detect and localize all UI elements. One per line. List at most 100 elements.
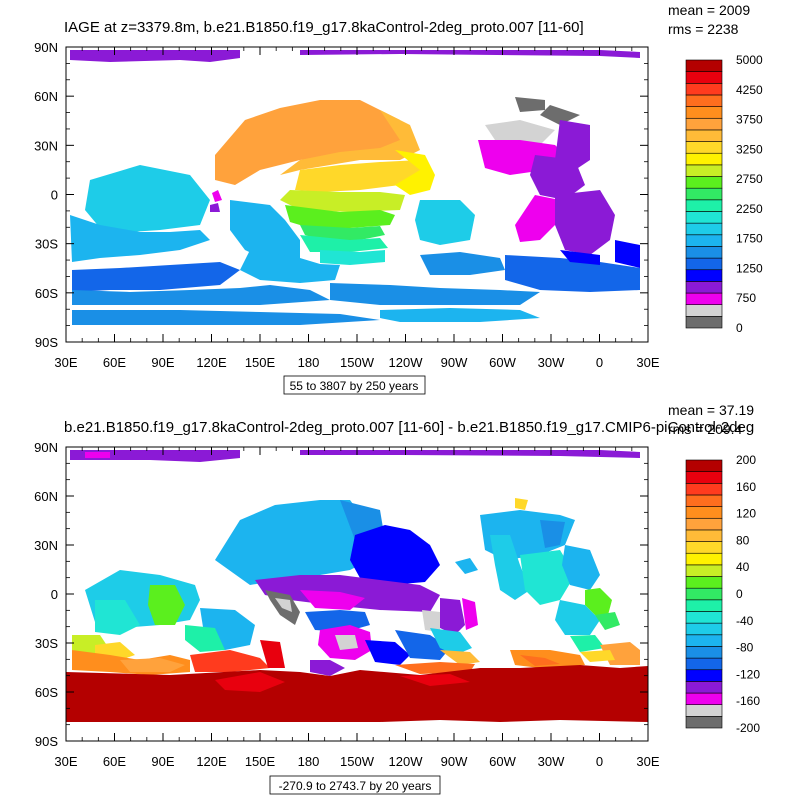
colorbar-label: 5000	[736, 53, 763, 67]
colorbar-label: -200	[736, 721, 760, 735]
x-tick-label: 180	[298, 754, 320, 769]
colorbar-cell	[685, 59, 723, 72]
x-tick-label: 180	[298, 355, 320, 370]
colorbar-cell	[685, 541, 723, 554]
x-tick-label: 150E	[245, 355, 276, 370]
panel-1-range-label: 55 to 3807 by 250 years	[290, 379, 419, 393]
colorbar-label: 2750	[736, 172, 763, 186]
colorbar-cell	[685, 246, 723, 259]
colorbar-label: 0	[736, 587, 743, 601]
colorbar-cell	[685, 634, 723, 647]
colorbar-cell	[685, 234, 723, 247]
panel-1-axis-ticks: 30E 60E 90E 120E 150E 180 150W 120W 90W 60W 30W 0 30…	[34, 40, 660, 370]
colorbar-label: 0	[736, 321, 743, 335]
x-tick-label: 150E	[245, 754, 276, 769]
colorbar-cell	[685, 187, 723, 201]
y-tick-label: 0	[51, 587, 58, 602]
colorbar-label: 1250	[736, 261, 763, 275]
colorbar-cell	[685, 657, 723, 671]
colorbar-cell	[685, 529, 723, 542]
colorbar-cell	[685, 106, 723, 119]
colorbar-cell	[685, 622, 723, 636]
panel-2-range-box: -270.9 to 2743.7 by 20 years	[269, 775, 441, 795]
colorbar-cell	[685, 304, 723, 317]
colorbar-cell	[685, 611, 723, 624]
panel-1-rms: rms = 2238	[668, 21, 739, 37]
colorbar-cell	[685, 716, 723, 729]
colorbar-label: -40	[736, 614, 754, 628]
panel-2-title: b.e21.B1850.f19_g17.8kaControl-2deg_prot…	[64, 419, 754, 436]
y-tick-label: 90S	[35, 335, 58, 350]
y-tick-label: 60S	[35, 685, 58, 700]
x-tick-label: 120W	[389, 754, 424, 769]
colorbar-cell	[685, 564, 723, 577]
colorbar-label: -120	[736, 667, 760, 681]
colorbar-cell	[685, 292, 723, 305]
colorbar-label: 2250	[736, 202, 763, 216]
colorbar-cell	[685, 316, 723, 329]
colorbar-cell	[685, 83, 723, 96]
colorbar-cell	[685, 692, 723, 705]
colorbar-cell	[685, 176, 723, 189]
x-tick-label: 90E	[151, 355, 174, 370]
colorbar-cell	[685, 211, 723, 224]
x-tick-label: 60E	[103, 754, 126, 769]
x-tick-label: 60W	[489, 355, 516, 370]
panel-2-range-label: -270.9 to 2743.7 by 20 years	[279, 779, 432, 793]
x-tick-label: 90W	[441, 754, 468, 769]
x-tick-label: 90W	[441, 355, 468, 370]
colorbar-cell	[685, 599, 723, 612]
colorbar-cell	[685, 129, 723, 142]
y-tick-label: 60S	[35, 286, 58, 301]
x-tick-label: 150W	[340, 355, 375, 370]
colorbar-cell	[685, 152, 723, 166]
y-tick-label: 30S	[35, 237, 58, 252]
colorbar-cell	[685, 117, 723, 131]
colorbar-cell	[685, 222, 723, 236]
panel-2: b.e21.B1850.f19_g17.8kaControl-2deg_prot…	[34, 402, 760, 795]
colorbar-label: -160	[736, 694, 760, 708]
panel-1-mean: mean = 2009	[668, 2, 750, 18]
colorbar-cell	[685, 459, 723, 472]
colorbar-label: 3750	[736, 113, 763, 127]
colorbar-label: 3250	[736, 142, 763, 156]
x-tick-label: 60E	[103, 355, 126, 370]
x-tick-label: 90E	[151, 754, 174, 769]
x-tick-label: 30E	[636, 355, 659, 370]
colorbar-cell	[685, 517, 723, 531]
panel-1-range-box: 55 to 3807 by 250 years	[283, 375, 426, 395]
y-tick-label: 90N	[34, 440, 58, 455]
panel-2-colorbar: -200 -160 -120 -80 -40 0 40 80 120 160 200	[685, 453, 760, 735]
colorbar-label: 200	[736, 453, 756, 467]
x-tick-label: 60W	[489, 754, 516, 769]
x-tick-label: 0	[596, 754, 603, 769]
colorbar-cell	[685, 257, 723, 271]
y-tick-label: 30N	[34, 538, 58, 553]
x-tick-label: 120W	[389, 355, 424, 370]
colorbar-cell	[685, 494, 723, 507]
colorbar-cell	[685, 704, 723, 717]
colorbar-cell	[685, 506, 723, 519]
colorbar-label: 40	[736, 560, 750, 574]
x-tick-label: 30W	[538, 754, 565, 769]
colorbar-label: 80	[736, 533, 750, 547]
y-tick-label: 0	[51, 188, 58, 203]
x-tick-label: 0	[596, 355, 603, 370]
x-tick-label: 120E	[196, 355, 227, 370]
x-tick-label: 30E	[54, 355, 77, 370]
panel-2-rms: rms = 209.4	[668, 421, 743, 437]
colorbar-cell	[685, 269, 723, 282]
colorbar-cell	[685, 164, 723, 177]
colorbar-cell	[685, 646, 723, 659]
y-tick-label: 30S	[35, 636, 58, 651]
panel-1-colorbar: 0 750 1250 1750 2250 2750 3250 3750 4250 5000	[685, 53, 763, 335]
y-tick-label: 30N	[34, 138, 58, 153]
colorbar-label: 4250	[736, 83, 763, 97]
x-tick-label: 120E	[196, 754, 227, 769]
x-tick-label: 30E	[54, 754, 77, 769]
colorbar-label: 750	[736, 291, 756, 305]
colorbar-cell	[685, 552, 723, 566]
panel-1-map-field	[70, 50, 640, 325]
colorbar-label: -80	[736, 641, 754, 655]
